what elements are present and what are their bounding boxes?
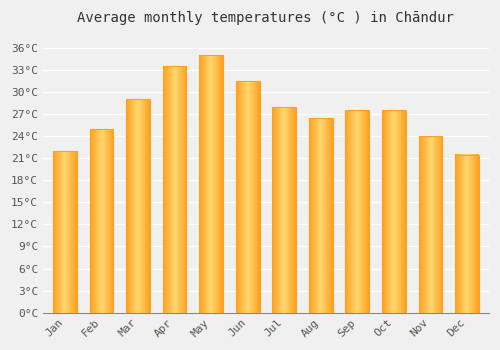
Bar bbox=[53, 151, 77, 313]
Bar bbox=[199, 55, 223, 313]
Title: Average monthly temperatures (°C ) in Chāndur: Average monthly temperatures (°C ) in Ch… bbox=[78, 11, 454, 25]
Bar bbox=[382, 111, 406, 313]
Bar bbox=[90, 129, 114, 313]
Bar bbox=[309, 118, 332, 313]
Bar bbox=[418, 136, 442, 313]
Bar bbox=[272, 107, 296, 313]
Bar bbox=[346, 111, 369, 313]
Bar bbox=[236, 81, 260, 313]
Bar bbox=[126, 99, 150, 313]
Bar bbox=[455, 155, 479, 313]
Bar bbox=[162, 66, 186, 313]
